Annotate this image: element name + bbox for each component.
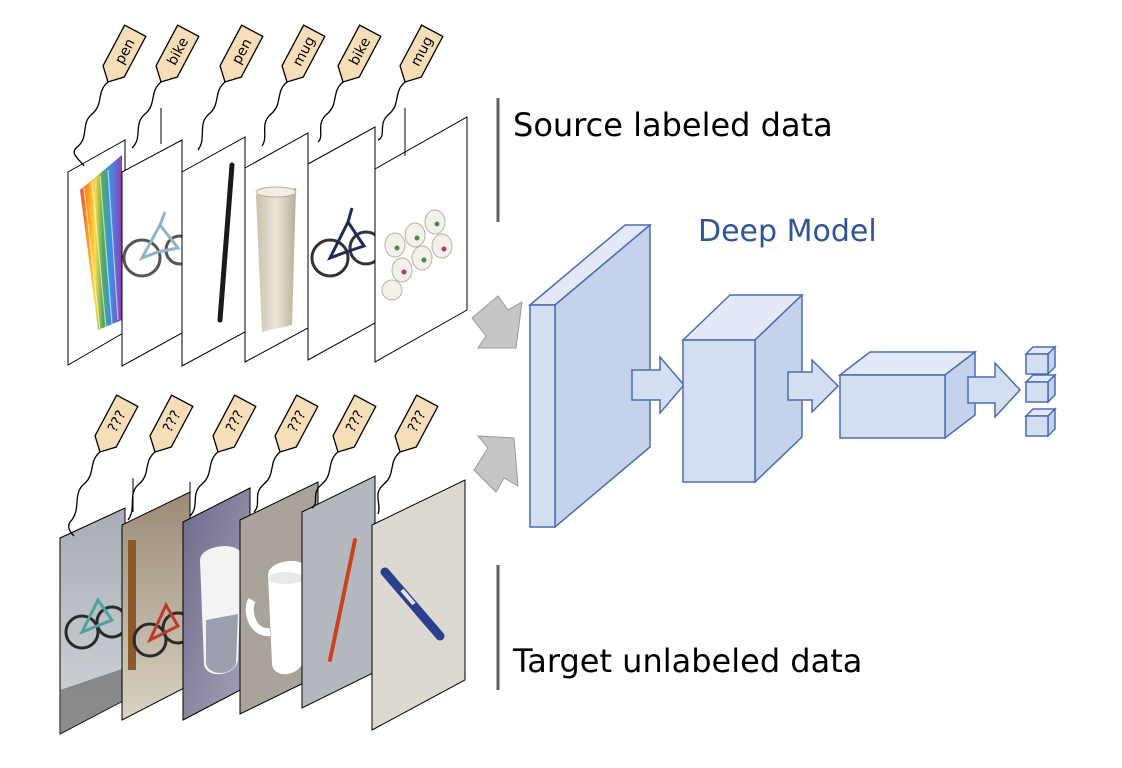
target-tags: ??? ??? ??? ??? ??? ??? (94, 394, 439, 453)
source-tags: pen bike pen mug bike mug (102, 24, 444, 83)
model-layer-3 (837, 350, 978, 440)
output-units (1024, 345, 1057, 438)
output-unit-3 (1024, 407, 1057, 438)
target-stack-edges (132, 478, 191, 512)
model-arrow-1 (631, 354, 685, 416)
source-card-2 (121, 139, 196, 367)
deep-model (527, 223, 1057, 529)
source-card-4 (244, 132, 309, 363)
target-card-4 (239, 481, 319, 715)
input-arrow-target (473, 435, 519, 493)
target-heading: Target unlabeled data (513, 642, 863, 680)
source-card-3 (181, 136, 246, 367)
source-card-5 (307, 126, 384, 361)
source-heading: Source labeled data (513, 106, 833, 144)
model-layer-2 (681, 293, 804, 484)
source-card-6 (374, 116, 468, 363)
source-tag-wires (73, 81, 406, 167)
target-images-stack (59, 475, 466, 735)
target-card-6 (371, 479, 466, 731)
source-card-1 (67, 139, 126, 366)
input-arrow-source (471, 295, 523, 349)
target-card-1 (59, 507, 129, 735)
source-images-stack (67, 116, 468, 367)
model-arrow-2 (787, 358, 840, 414)
source-stack-edges (160, 108, 406, 156)
model-layer-1 (527, 223, 653, 529)
target-card-2 (121, 491, 195, 721)
output-unit-2 (1024, 373, 1057, 404)
model-title: Deep Model (698, 214, 877, 249)
output-unit-1 (1024, 345, 1057, 376)
model-arrow-3 (967, 361, 1022, 419)
target-tag-wires (68, 451, 401, 537)
target-card-5 (301, 475, 376, 709)
